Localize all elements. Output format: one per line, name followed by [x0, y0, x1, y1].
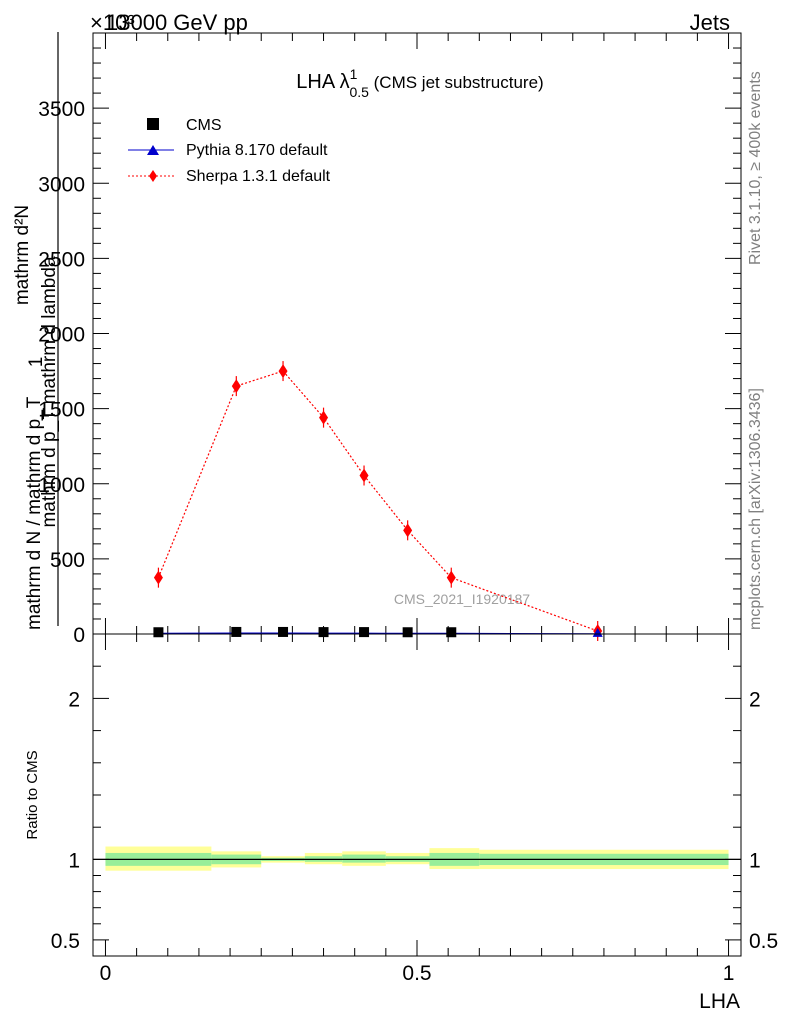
legend-label-cms: CMS [186, 117, 222, 134]
ratio-y-tick-label-right: 1 [749, 849, 761, 872]
ratio-x-tick-labels: 0 0.5 1 [100, 962, 735, 985]
legend-label-sherpa: Sherpa 1.3.1 default [186, 168, 331, 185]
ratio-y-tick-label-right: 0.5 [749, 930, 778, 953]
ratio-y-tick-labels-right: 0.5 1 2 [749, 688, 778, 953]
watermark: CMS_2021_I1920187 [394, 591, 530, 607]
legend-label-pythia: Pythia 8.170 default [186, 142, 328, 159]
pythia-point [592, 627, 603, 637]
main-y-tick-label: 1500 [38, 399, 85, 422]
rivet-label: Rivet 3.1.10, ≥ 400k events [747, 71, 764, 265]
cms-point [278, 626, 289, 637]
main-y-tick-label: 3000 [38, 173, 85, 196]
legend-marker-pythia [147, 145, 159, 155]
cms-point [359, 627, 370, 638]
main-y-tick-label: 0 [73, 624, 85, 647]
sherpa-point [153, 570, 163, 585]
main-y-tick-labels: 0 500 1000 1500 2000 2500 3000 3500 [38, 98, 85, 647]
ratio-x-tick-label: 0.5 [402, 962, 431, 985]
sherpa-point [319, 410, 329, 425]
main-y-tick-label: 2000 [38, 324, 85, 347]
main-y-tick-label: 3500 [38, 98, 85, 121]
main-y-tick-label: 2500 [38, 248, 85, 271]
plot-title-sup: 1 [350, 66, 358, 82]
header-right-label: Jets [690, 10, 730, 35]
ylabel-top-den: mathrm d p_T mathrm d lambda [39, 256, 60, 527]
sherpa-point [278, 364, 288, 379]
cms-point [446, 627, 457, 638]
plot-title-sub: 0.5 [349, 84, 369, 100]
ratio-y-tick-labels: 0.5 1 2 [51, 688, 80, 953]
legend-marker-cms [147, 118, 159, 130]
cms-point [231, 626, 242, 637]
ratio-x-tick-label: 0 [100, 962, 112, 985]
sherpa-point [359, 468, 369, 483]
x-axis-label: LHA [699, 990, 740, 1013]
ratio-y-tick-label: 1 [68, 849, 80, 872]
sherpa-point [403, 523, 413, 538]
cms-point [318, 627, 329, 638]
main-y-axis-label: 1 mathrm d N / mathrm d p_T mathrm d²N m… [12, 32, 60, 630]
main-y-tick-label: 500 [50, 549, 85, 572]
ratio-axis-ticks [93, 634, 741, 956]
main-panel: 0 500 1000 1500 2000 2500 3000 3500 LHA λ1 0.5 (… [38, 32, 742, 647]
legend-marker-sherpa [149, 170, 157, 182]
ratio-bands [105, 846, 729, 871]
main-y-tick-label: 1000 [38, 474, 85, 497]
sherpa-point [446, 570, 456, 585]
ratio-frame [92, 633, 742, 957]
plot-title-main: LHA λ [296, 71, 349, 93]
mcplots-label: mcplots.cern.ch [arXiv:1306.3436] [747, 388, 764, 630]
pythia-line [158, 632, 598, 635]
ylabel-bottom: mathrm d N / mathrm d p_T [24, 396, 45, 630]
ratio-y-label: Ratio to CMS [24, 750, 41, 839]
ratio-panel: 0.512 0.512 0 0.5 1 Ratio to CMS LHA [24, 633, 778, 1013]
cms-point [402, 627, 413, 638]
sherpa-point [231, 379, 241, 394]
sherpa-line [157, 370, 598, 632]
main-data-layer [153, 361, 603, 641]
ratio-x-tick-label: 1 [723, 962, 735, 985]
ratio-y-tick-label: 0.5 [51, 930, 80, 953]
ratio-y-tick-label: 2 [68, 688, 80, 711]
ylabel-one: 1 [26, 357, 47, 368]
plot-title: LHA λ1 0.5 (CMS jet substructure) [296, 66, 543, 100]
exponent-label: ×10³ [90, 10, 135, 35]
ylabel-top: mathrm d²N [12, 205, 33, 305]
legend: CMS Pythia 8.170 default Sherpa 1.3.1 de… [128, 117, 331, 185]
plot-title-suffix: (CMS jet substructure) [369, 73, 544, 92]
cms-point [153, 627, 164, 638]
header-left-label: 13000 GeV pp [106, 10, 248, 35]
ratio-band-inner [342, 854, 386, 863]
ratio-y-tick-label-right: 2 [749, 688, 761, 711]
